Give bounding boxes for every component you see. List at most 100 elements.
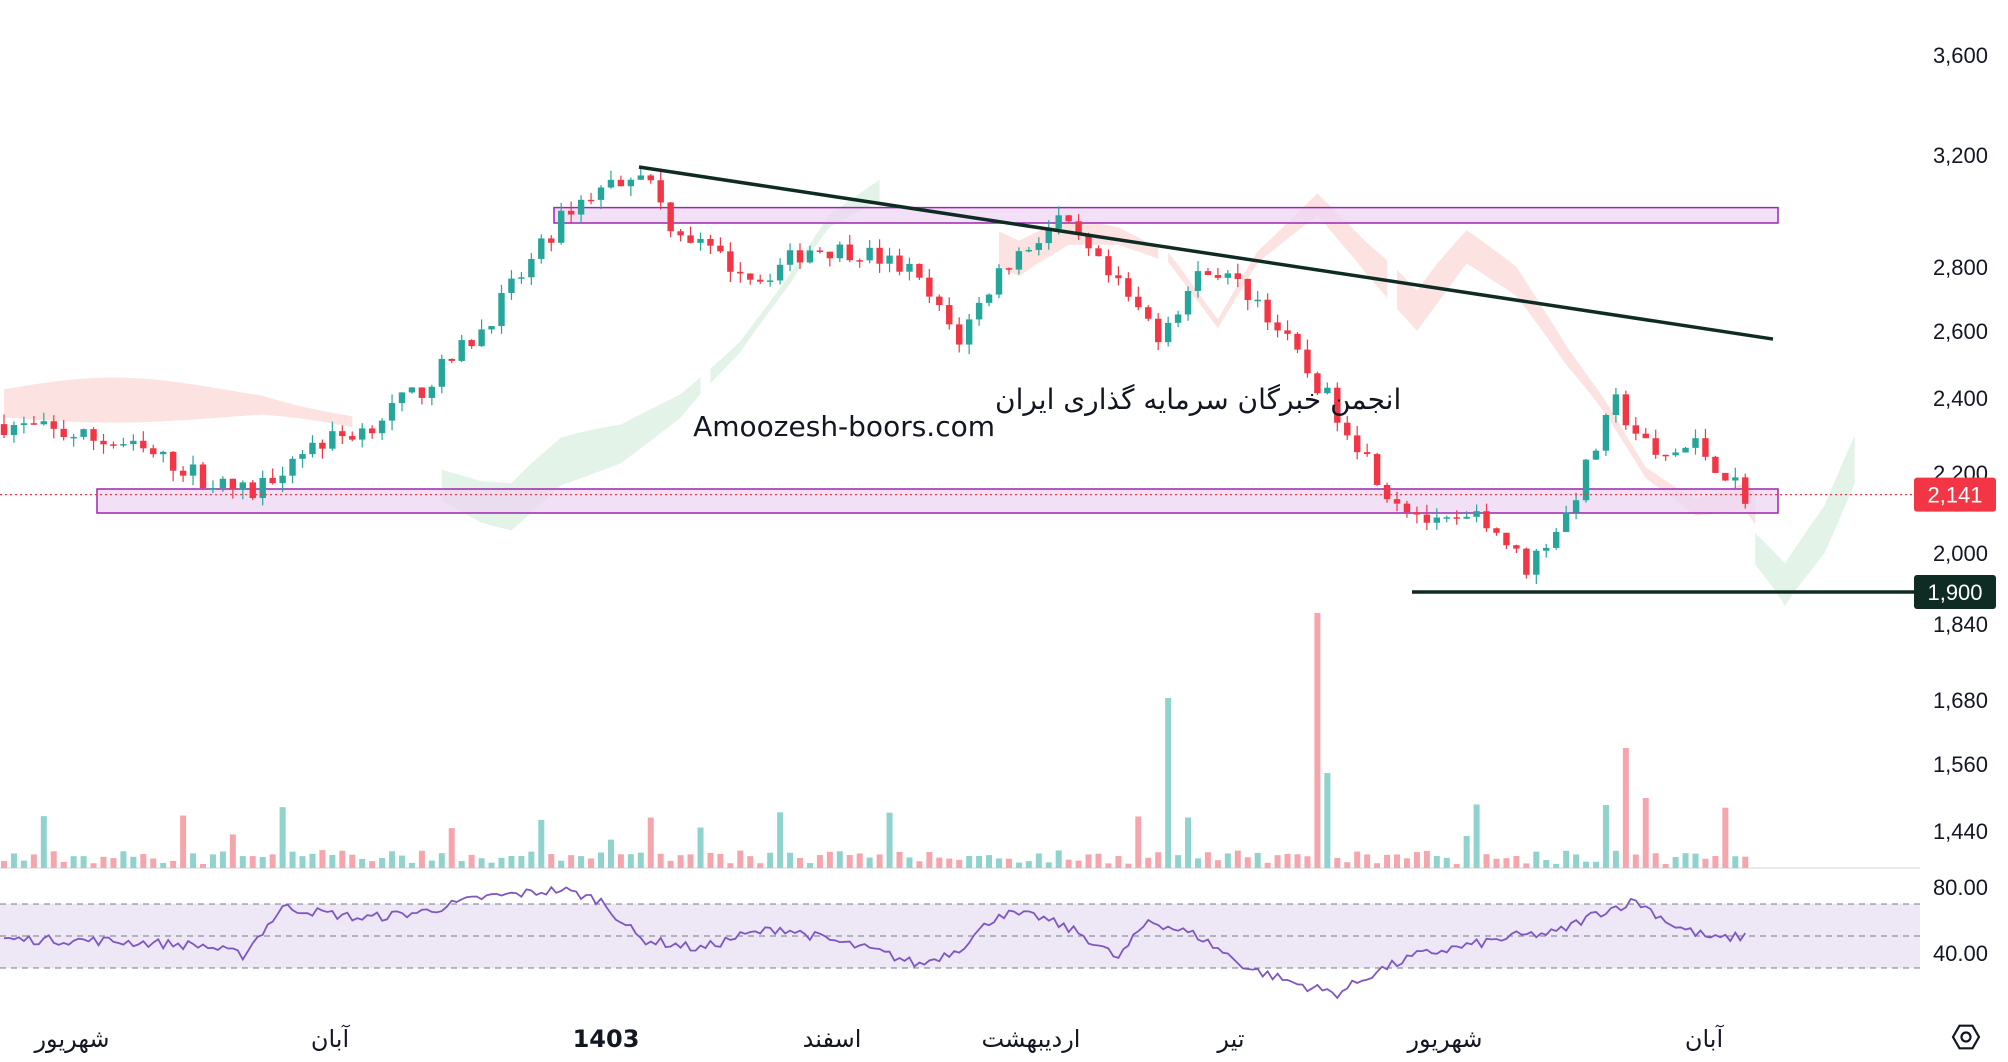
candle-body bbox=[329, 431, 336, 449]
volume-bar bbox=[1563, 850, 1570, 868]
volume-bar bbox=[1055, 850, 1062, 868]
trend-lines[interactable] bbox=[0, 165, 1914, 594]
candle-body bbox=[1742, 477, 1749, 504]
volume-bar bbox=[399, 855, 405, 868]
price-tick: 2,800 bbox=[1933, 255, 1988, 280]
volume-bar bbox=[1523, 863, 1530, 868]
candle-body bbox=[548, 238, 555, 243]
volume-bar bbox=[289, 851, 296, 868]
volume-bar bbox=[269, 854, 276, 868]
volume-bar bbox=[140, 854, 147, 868]
volume-bar bbox=[408, 862, 415, 868]
candle-body bbox=[209, 488, 217, 490]
volume-bar bbox=[1, 861, 7, 868]
volume-bar bbox=[110, 858, 117, 868]
candle-body bbox=[737, 271, 744, 274]
candle-body bbox=[607, 179, 615, 188]
volume-bar bbox=[767, 852, 774, 868]
candle-body bbox=[140, 440, 147, 449]
volume-bar bbox=[379, 857, 386, 868]
candle-body bbox=[936, 296, 943, 306]
volume-bar bbox=[1284, 853, 1291, 868]
candle-body bbox=[60, 428, 67, 438]
volume-bar bbox=[1483, 854, 1490, 868]
candle-body bbox=[687, 235, 694, 243]
candle-body bbox=[1543, 547, 1550, 551]
candle-body bbox=[50, 421, 57, 429]
candle-body bbox=[667, 202, 674, 232]
volume-bar bbox=[856, 853, 863, 868]
volume-bar bbox=[180, 815, 187, 868]
candle-body bbox=[757, 279, 764, 282]
candle-body bbox=[1334, 387, 1341, 423]
candle-body bbox=[677, 231, 684, 236]
candle-body bbox=[468, 340, 475, 347]
candle-body bbox=[776, 264, 784, 281]
candle-body bbox=[408, 387, 416, 393]
candle-body bbox=[866, 247, 873, 261]
candle-body bbox=[1562, 512, 1570, 532]
volume-bar bbox=[498, 857, 505, 868]
candle-body bbox=[985, 294, 993, 303]
candlesticks[interactable] bbox=[0, 168, 1749, 584]
volume-bar bbox=[90, 863, 97, 868]
candle-body bbox=[349, 436, 356, 440]
volume-bar bbox=[627, 854, 634, 868]
volume-bar bbox=[1045, 862, 1052, 868]
price-zones bbox=[96, 206, 1779, 514]
candle-body bbox=[647, 175, 654, 181]
candle-body bbox=[428, 386, 436, 398]
candle-body bbox=[368, 428, 376, 434]
time-label: 1403 bbox=[573, 1025, 640, 1053]
volume-bar bbox=[946, 858, 953, 868]
volume-bar bbox=[1025, 861, 1032, 868]
candle-body bbox=[30, 423, 38, 425]
candle-body bbox=[1274, 322, 1281, 331]
candle-body bbox=[956, 324, 963, 345]
candle-body bbox=[1503, 532, 1510, 546]
volume-bar bbox=[548, 854, 555, 868]
candle-body bbox=[597, 187, 605, 200]
candle-body bbox=[269, 477, 276, 484]
price-axis[interactable]: 3,600 3,200 2,800 2,600 2,400 2,200 2,00… bbox=[1933, 43, 1988, 844]
volume-bar bbox=[986, 855, 993, 868]
volume-bar bbox=[1403, 858, 1410, 868]
volume-bar bbox=[100, 856, 107, 868]
time-axis[interactable]: شهریور آبان 1403 اسفند اردیبهشت تیر شهری… bbox=[33, 1024, 1724, 1053]
candle-body bbox=[1572, 500, 1580, 513]
gear-icon[interactable] bbox=[1951, 1024, 1981, 1050]
candle-body bbox=[1105, 256, 1112, 276]
volume-bar bbox=[1095, 853, 1102, 868]
volume-bar bbox=[1423, 850, 1430, 868]
rsi-axis[interactable]: 80.00 40.00 bbox=[1933, 875, 1988, 966]
volume-bar bbox=[1513, 855, 1520, 868]
volume-bar bbox=[478, 858, 485, 868]
volume-bar bbox=[339, 850, 346, 868]
volume-bar bbox=[1254, 852, 1261, 868]
volume-bar bbox=[1722, 807, 1729, 868]
volume-bar bbox=[578, 856, 585, 868]
candle-body bbox=[40, 421, 47, 425]
volume-bar bbox=[757, 863, 764, 868]
volume-bar bbox=[1632, 854, 1639, 868]
candle-body bbox=[1254, 299, 1261, 302]
candle-body bbox=[1692, 438, 1699, 448]
candle-body bbox=[1065, 215, 1072, 222]
candle-body bbox=[1473, 511, 1480, 517]
candle-body bbox=[1612, 394, 1620, 416]
volume-bar bbox=[508, 855, 515, 868]
volume-bar bbox=[568, 855, 575, 868]
volume-bar bbox=[1443, 857, 1450, 868]
volume-bar bbox=[329, 854, 336, 868]
candle-body bbox=[766, 280, 774, 282]
volume-bar bbox=[1573, 854, 1580, 868]
volume-bar bbox=[1672, 857, 1679, 868]
candle-body bbox=[1015, 251, 1023, 270]
volume-bar bbox=[219, 851, 226, 868]
candle-body bbox=[508, 278, 515, 294]
candle-body bbox=[1055, 215, 1062, 229]
price-tick: 1,840 bbox=[1933, 612, 1988, 637]
candle-body bbox=[1642, 433, 1649, 439]
candle-body bbox=[1125, 278, 1132, 297]
